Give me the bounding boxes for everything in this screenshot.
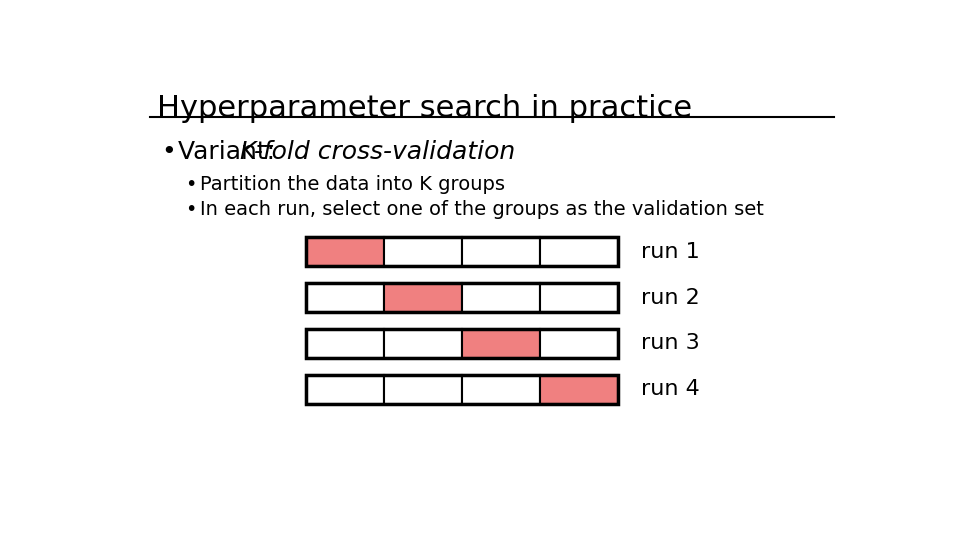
- Bar: [384, 375, 463, 404]
- Text: Hyperparameter search in practice: Hyperparameter search in practice: [157, 94, 692, 123]
- Text: run 2: run 2: [641, 288, 700, 308]
- Bar: [540, 238, 618, 266]
- Bar: [306, 375, 384, 404]
- Bar: [306, 329, 384, 358]
- Bar: [462, 329, 540, 358]
- Text: In each run, select one of the groups as the validation set: In each run, select one of the groups as…: [201, 200, 764, 219]
- Bar: [306, 283, 384, 312]
- Bar: [306, 238, 618, 266]
- Bar: [306, 375, 618, 404]
- Bar: [384, 283, 463, 312]
- Bar: [462, 375, 540, 404]
- Text: K-fold cross-validation: K-fold cross-validation: [240, 140, 515, 164]
- Bar: [306, 329, 618, 358]
- Bar: [462, 238, 540, 266]
- Text: run 4: run 4: [641, 379, 700, 399]
- Text: •: •: [185, 175, 197, 194]
- Text: •: •: [161, 140, 176, 164]
- Bar: [384, 238, 463, 266]
- Bar: [540, 329, 618, 358]
- Bar: [306, 283, 618, 312]
- Text: •: •: [185, 200, 197, 219]
- Text: run 1: run 1: [641, 242, 700, 262]
- Bar: [462, 283, 540, 312]
- Text: run 3: run 3: [641, 333, 700, 353]
- Bar: [540, 375, 618, 404]
- Bar: [306, 238, 384, 266]
- Bar: [540, 283, 618, 312]
- Bar: [384, 329, 463, 358]
- Text: Variant:: Variant:: [178, 140, 283, 164]
- Text: Partition the data into K groups: Partition the data into K groups: [201, 175, 505, 194]
